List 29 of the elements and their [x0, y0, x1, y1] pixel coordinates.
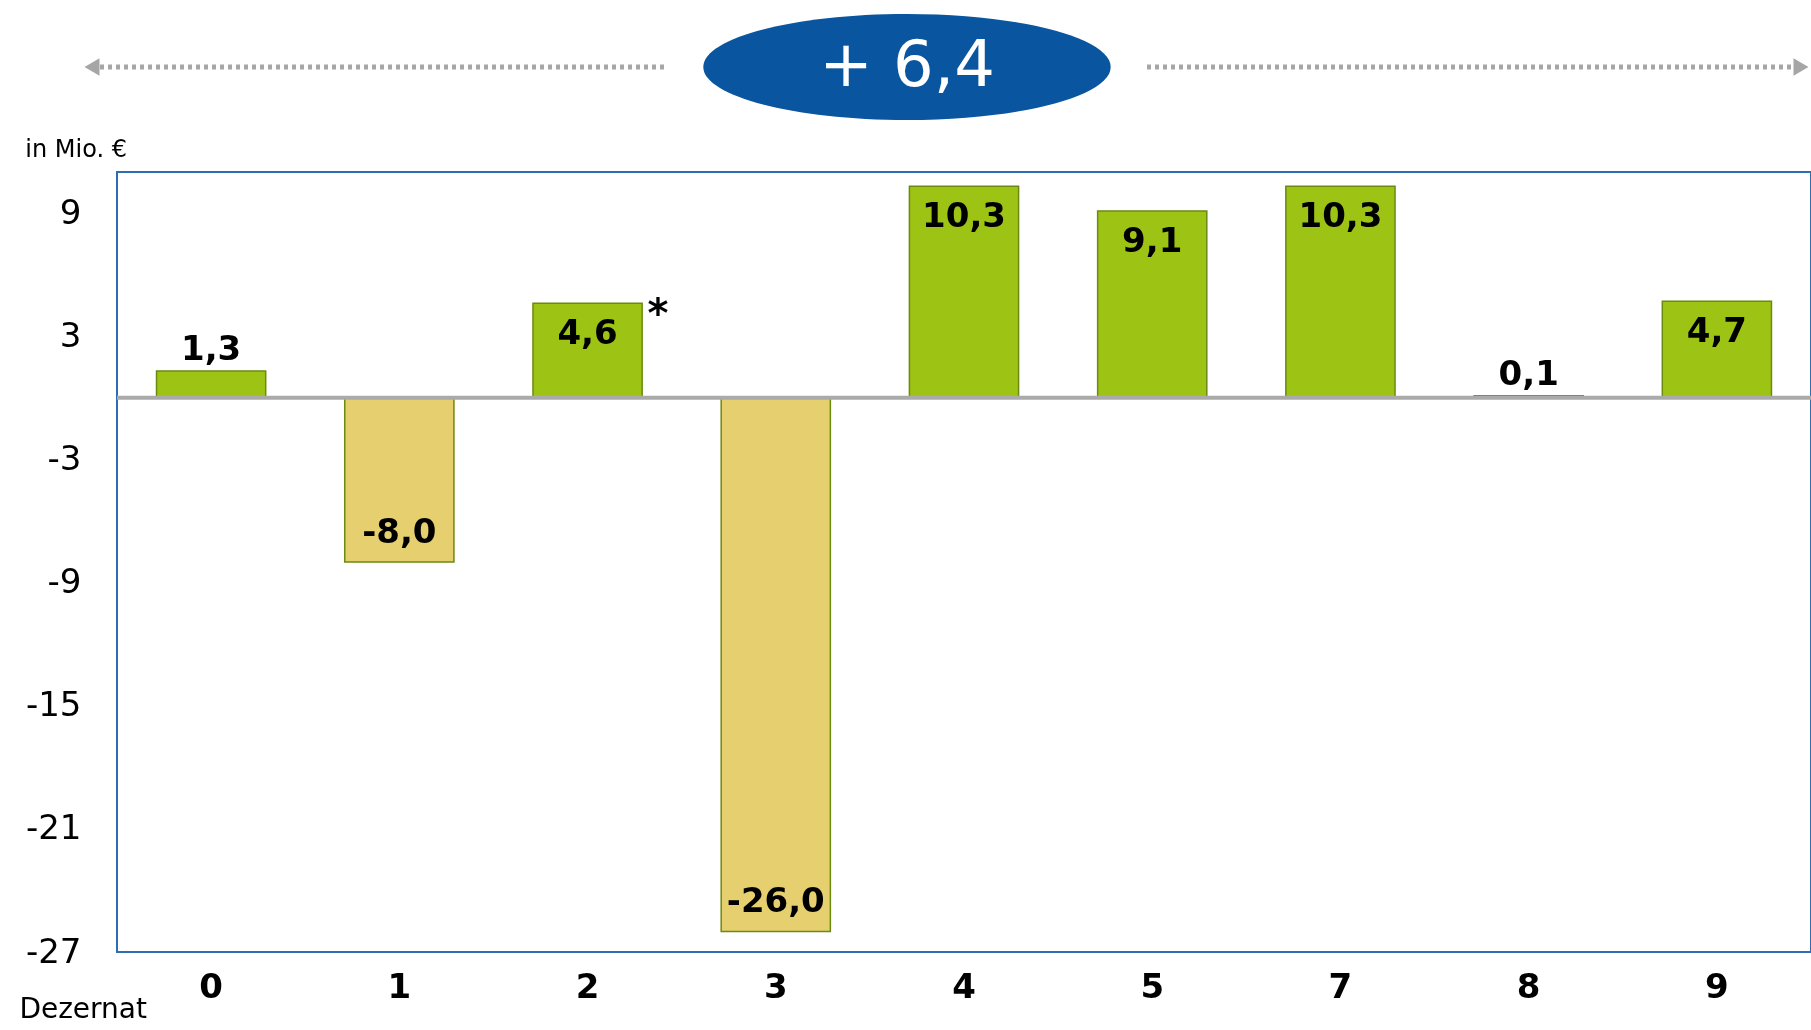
- data-label: 10,3: [1298, 195, 1383, 236]
- y-tick-label: 3: [59, 314, 82, 355]
- data-label: 0,1: [1498, 352, 1559, 393]
- annotation: *: [647, 290, 669, 337]
- data-label: 1,3: [180, 328, 242, 369]
- y-tick-label: 9: [59, 191, 82, 232]
- x-tick-label: 0: [199, 965, 223, 1006]
- x-tick-label: 2: [575, 965, 600, 1006]
- data-label: 4,6: [557, 312, 618, 353]
- y-tick-label: -3: [47, 437, 82, 478]
- data-label: 4,7: [1686, 310, 1748, 351]
- x-axis-title: Dezernat: [19, 992, 148, 1025]
- data-label: 9,1: [1122, 220, 1183, 260]
- data-label: 10,3: [922, 195, 1006, 236]
- y-axis-title: in Mio. €: [25, 135, 127, 163]
- x-tick-label: 7: [1328, 965, 1353, 1006]
- data-label: -8,0: [362, 511, 437, 551]
- data-label: -26,0: [726, 880, 825, 921]
- y-tick-label: -21: [25, 807, 82, 848]
- x-tick-label: 9: [1705, 965, 1729, 1006]
- x-tick-label: 3: [763, 965, 788, 1006]
- x-tick-label: 5: [1140, 965, 1165, 1006]
- x-tick-label: 4: [952, 965, 976, 1006]
- x-tick-label: 1: [387, 965, 412, 1006]
- y-tick-label: -27: [25, 930, 82, 971]
- y-tick-label: -15: [25, 684, 82, 725]
- y-tick-label: -9: [47, 561, 82, 602]
- text: + 6,4: [819, 27, 995, 101]
- x-tick-label: 8: [1516, 965, 1541, 1006]
